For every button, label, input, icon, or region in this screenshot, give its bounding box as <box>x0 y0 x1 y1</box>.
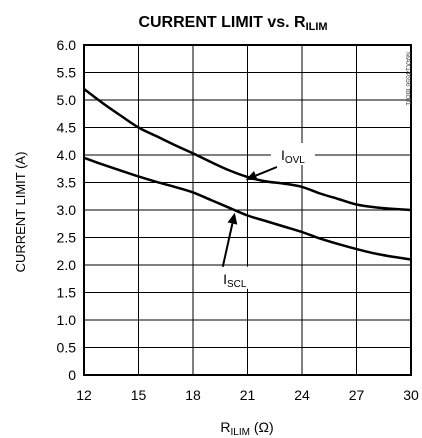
annotation-arrow-head <box>227 212 238 225</box>
annotation-arrow-shaft <box>221 223 234 267</box>
y-tick-label: 3.5 <box>57 175 77 191</box>
y-tick-label: 1.0 <box>57 312 77 328</box>
series-label: IOVL <box>281 147 305 166</box>
figure-id-watermark: MAX14656 toc01 <box>404 52 411 106</box>
chart-title-main: CURRENT LIMIT vs. R <box>138 14 306 31</box>
x-tick-labels: 12 15 18 21 24 27 30 <box>76 387 419 403</box>
x-tick-label: 18 <box>185 387 201 403</box>
series-label-main: I <box>223 271 227 287</box>
chart-title-subscript: ILIM <box>306 21 328 33</box>
series-label-subscript: SCL <box>227 279 247 290</box>
y-tick-label: 2.0 <box>57 257 77 273</box>
series-line-ovl <box>83 88 412 212</box>
x-tick-label: 24 <box>294 387 310 403</box>
annotation-scl: ISCL <box>212 212 257 290</box>
y-tick-label: 5.5 <box>57 65 77 81</box>
x-tick-label: 15 <box>131 387 147 403</box>
x-tick-label: 27 <box>349 387 365 403</box>
annotation-ovl: IOVL <box>245 143 315 181</box>
y-tick-label: 4.0 <box>57 147 77 163</box>
series-label: ISCL <box>223 271 247 290</box>
y-tick-label: 0.5 <box>57 340 77 356</box>
series-label-main: I <box>281 147 285 163</box>
y-tick-label: 3.0 <box>57 202 77 218</box>
plot-frame <box>83 44 412 376</box>
annotation-background <box>270 143 315 165</box>
y-tick-label: 6.0 <box>57 37 77 53</box>
y-tick-label: 0 <box>68 367 76 383</box>
series-line-scl <box>83 156 412 261</box>
annotation-background <box>212 266 257 289</box>
x-axis-label-unit: (Ω) <box>250 419 274 435</box>
series-lines <box>83 88 412 261</box>
y-tick-label: 4.5 <box>57 120 77 136</box>
y-tick-labels: 0 0.5 1.0 1.5 2.0 2.5 3.0 3.5 4.0 4.5 5.0 5.5 6.0 <box>57 37 77 383</box>
y-axis-label: CURRENT LIMIT (A) <box>13 152 28 273</box>
grid-lines <box>84 45 411 375</box>
annotation-arrow-shaft <box>255 166 278 177</box>
y-tick-label: 1.5 <box>57 285 77 301</box>
chart-title: CURRENT LIMIT vs. RILIM <box>138 14 327 33</box>
x-tick-label: 30 <box>403 387 419 403</box>
annotation-arrow-head <box>245 170 258 181</box>
x-axis-label: RILIM (Ω) <box>220 419 273 438</box>
x-tick-label: 12 <box>76 387 92 403</box>
y-tick-label: 2.5 <box>57 230 77 246</box>
x-axis-label-subscript: ILIM <box>230 427 249 438</box>
series-label-subscript: OVL <box>285 155 305 166</box>
y-tick-label: 5.0 <box>57 92 77 108</box>
x-axis-label-main: R <box>220 419 230 435</box>
x-tick-label: 21 <box>240 387 256 403</box>
